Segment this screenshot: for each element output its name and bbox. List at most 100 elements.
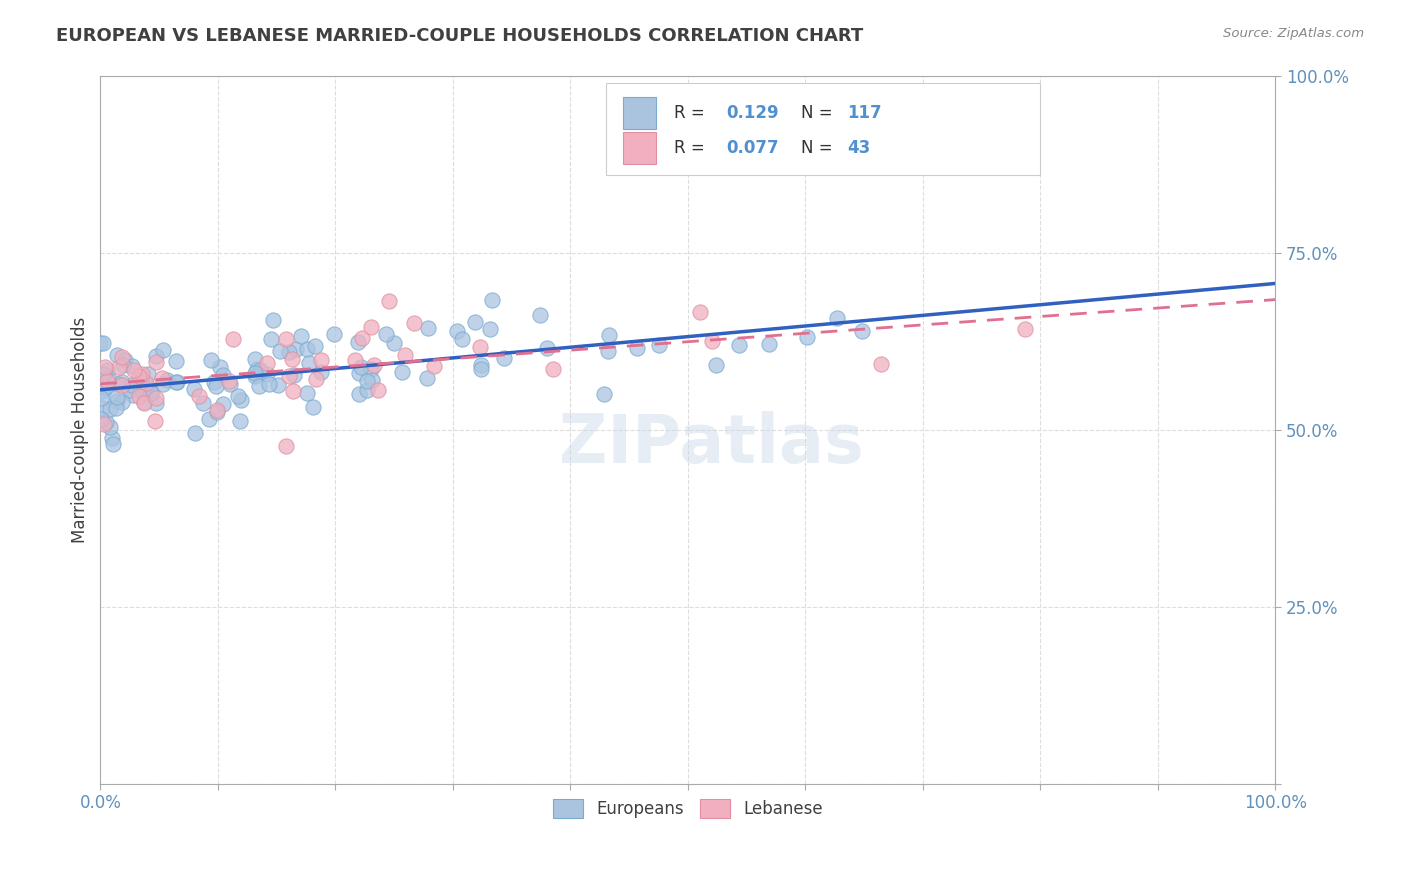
Point (470, 359, 492, 373)
Point (596, 343, 619, 358)
Point (135, 376, 157, 391)
Point (283, 368, 305, 382)
Point (209, 359, 232, 374)
Point (141, 386, 163, 401)
Point (156, 373, 179, 387)
Point (207, 405, 229, 419)
Point (152, 343, 174, 357)
Point (274, 439, 297, 453)
Point (111, 358, 134, 372)
Point (145, 350, 167, 364)
Point (347, 387, 370, 401)
Point (97, 370, 120, 384)
Point (101, 431, 124, 445)
Point (704, 358, 727, 372)
Point (851, 324, 873, 338)
Point (446, 324, 468, 338)
Point (105, 390, 128, 404)
Point (347, 366, 370, 380)
Point (107, 376, 129, 391)
Point (593, 387, 616, 401)
Point (536, 341, 558, 355)
Point (295, 386, 318, 401)
Point (94, 415, 117, 429)
Point (184, 425, 207, 440)
FancyBboxPatch shape (623, 132, 657, 164)
Point (118, 383, 141, 397)
Point (90, 391, 112, 405)
Point (246, 361, 269, 376)
Point (165, 354, 187, 368)
Point (285, 342, 308, 356)
Point (229, 393, 252, 408)
Text: EUROPEAN VS LEBANESE MARRIED-COUPLE HOUSEHOLDS CORRELATION CHART: EUROPEAN VS LEBANESE MARRIED-COUPLE HOUS… (56, 27, 863, 45)
Point (132, 395, 155, 409)
Point (262, 313, 284, 327)
Point (94, 359, 117, 374)
Text: 43: 43 (848, 139, 870, 157)
Point (205, 403, 228, 417)
Point (598, 327, 620, 342)
Text: R =: R = (673, 103, 710, 121)
Point (298, 356, 321, 370)
Point (374, 326, 396, 341)
FancyBboxPatch shape (606, 83, 1040, 175)
Point (166, 375, 188, 389)
Point (111, 377, 134, 392)
Point (529, 308, 551, 322)
FancyBboxPatch shape (623, 96, 657, 128)
Text: ZIPatlas: ZIPatlas (560, 411, 863, 477)
Point (309, 365, 332, 379)
Text: 0.129: 0.129 (727, 103, 779, 121)
Point (278, 368, 301, 383)
Point (245, 368, 267, 383)
Point (309, 353, 332, 368)
Point (191, 396, 214, 410)
Point (470, 362, 492, 376)
Point (356, 374, 378, 388)
Point (152, 370, 174, 384)
Point (382, 336, 405, 351)
Point (728, 337, 751, 351)
Point (869, 357, 891, 371)
Point (402, 316, 425, 330)
Point (304, 339, 326, 353)
Text: R =: R = (673, 139, 710, 157)
Point (356, 383, 378, 397)
Point (121, 387, 143, 401)
Point (492, 351, 515, 365)
Point (470, 340, 492, 354)
Point (105, 393, 128, 408)
Point (352, 331, 374, 345)
Point (1014, 322, 1036, 336)
Point (105, 401, 128, 415)
Point (626, 342, 648, 356)
Point (96, 362, 118, 376)
Point (451, 332, 474, 346)
Point (269, 344, 291, 359)
Point (344, 352, 367, 367)
Point (152, 377, 174, 392)
Point (136, 378, 159, 392)
Point (256, 356, 278, 370)
Point (247, 378, 270, 392)
Point (219, 377, 242, 392)
Point (128, 388, 150, 402)
Point (121, 378, 143, 392)
Text: Source: ZipAtlas.com: Source: ZipAtlas.com (1223, 27, 1364, 40)
Point (758, 336, 780, 351)
Point (90, 412, 112, 426)
Point (204, 379, 226, 393)
Point (134, 395, 156, 409)
Point (689, 305, 711, 319)
Point (96, 374, 118, 388)
Point (825, 310, 848, 325)
Point (111, 375, 134, 389)
Text: N =: N = (800, 139, 838, 157)
Point (346, 335, 368, 350)
Point (93, 368, 115, 382)
Point (145, 355, 167, 369)
Point (243, 351, 266, 366)
Text: 117: 117 (848, 103, 883, 121)
Point (377, 294, 399, 309)
